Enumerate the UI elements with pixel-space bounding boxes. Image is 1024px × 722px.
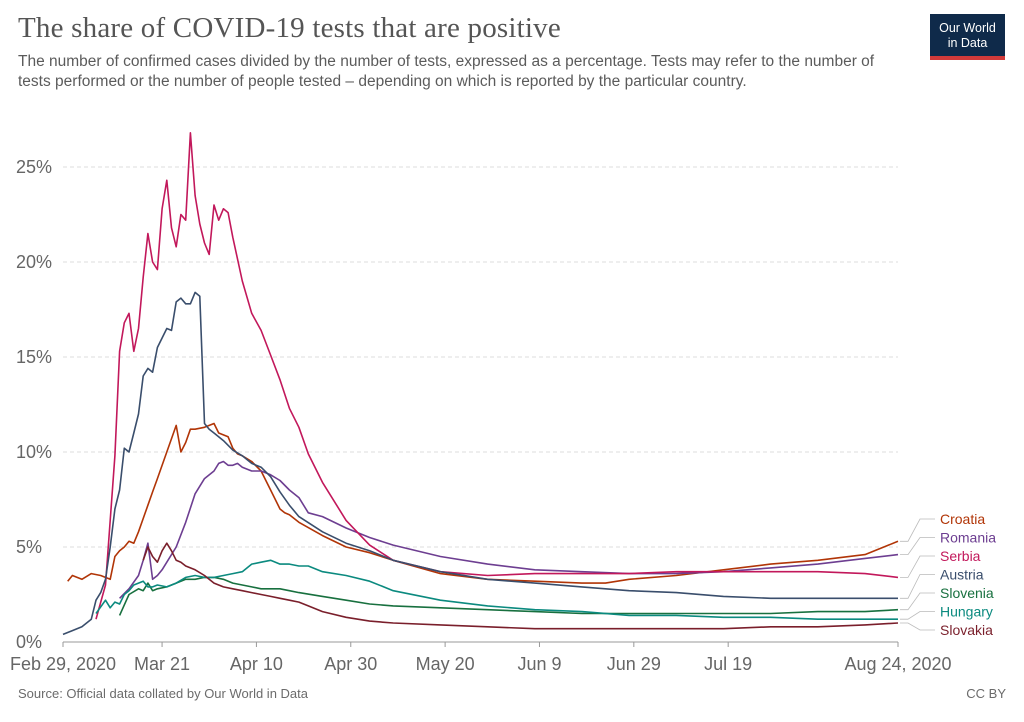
series-label-slovakia[interactable]: Slovakia xyxy=(940,622,993,638)
label-connector xyxy=(900,518,935,542)
series-label-austria[interactable]: Austria xyxy=(940,567,984,583)
source-note[interactable]: Source: Official data collated by Our Wo… xyxy=(18,686,308,701)
series-labels: Croatia Romania Serbia Austria Slovenia Hunga… xyxy=(900,511,996,638)
x-tick-label: May 20 xyxy=(416,654,475,674)
label-connector xyxy=(900,611,935,620)
series-label-serbia[interactable]: Serbia xyxy=(940,548,981,564)
series-line-romania[interactable] xyxy=(119,460,899,599)
x-tick-label: Feb 29, 2020 xyxy=(10,654,116,674)
series-line-austria[interactable] xyxy=(62,291,898,636)
x-tick-label: Jul 19 xyxy=(704,654,752,674)
series-label-hungary[interactable]: Hungary xyxy=(940,604,993,620)
y-tick-label: 25% xyxy=(16,157,52,177)
logo-line-1: Our World xyxy=(939,21,996,35)
x-tick-label: Jun 29 xyxy=(607,654,661,674)
grid-lines xyxy=(63,166,898,548)
logo-line-2: in Data xyxy=(947,36,988,50)
label-connector xyxy=(900,537,935,555)
y-tick-label: 15% xyxy=(16,347,52,367)
chart-subtitle: The number of confirmed cases divided by… xyxy=(18,53,875,90)
label-connector xyxy=(900,592,935,611)
license-link[interactable]: CC BY xyxy=(966,686,1006,701)
series-label-romania[interactable]: Romania xyxy=(940,530,996,546)
x-tick-label: Mar 21 xyxy=(134,654,190,674)
x-tick-label: Aug 24, 2020 xyxy=(844,654,951,674)
owid-logo[interactable]: Our World in Data xyxy=(930,14,1005,60)
series-label-slovenia[interactable]: Slovenia xyxy=(940,585,994,601)
label-connector xyxy=(900,555,935,578)
label-connector xyxy=(900,574,935,599)
series-line-slovenia[interactable] xyxy=(118,576,899,616)
series-line-croatia[interactable] xyxy=(67,422,899,584)
y-tick-label: 0% xyxy=(16,632,42,652)
series-line-slovakia[interactable] xyxy=(142,542,899,630)
series-line-hungary[interactable] xyxy=(95,559,898,621)
series-line-serbia[interactable] xyxy=(95,132,899,620)
y-tick-label: 20% xyxy=(16,252,52,272)
x-tick-label: Jun 9 xyxy=(517,654,561,674)
x-tick-label: Apr 30 xyxy=(324,654,377,674)
label-connector xyxy=(900,622,935,631)
y-tick-label: 5% xyxy=(16,537,42,557)
x-tick-label: Apr 10 xyxy=(230,654,283,674)
axes: 0% 5% 10% 15% 20% 25% Feb 29, 2020 Mar 21 Apr 10… xyxy=(10,157,952,674)
series-label-croatia[interactable]: Croatia xyxy=(940,511,985,527)
series-lines xyxy=(62,132,899,636)
chart-title: The share of COVID-19 tests that are pos… xyxy=(18,12,561,44)
y-tick-label: 10% xyxy=(16,442,52,462)
